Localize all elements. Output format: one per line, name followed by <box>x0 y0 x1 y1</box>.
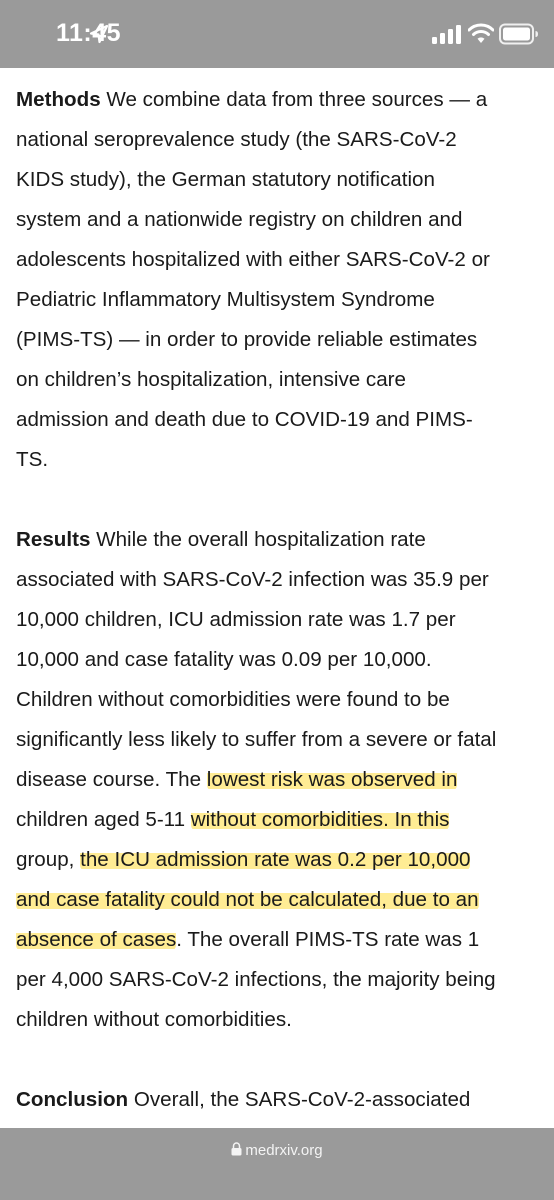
text-line: (PIMS-TS) — in order to provide reliable… <box>16 328 478 351</box>
url-display[interactable]: medrxiv.org <box>0 1142 554 1160</box>
text-line: children aged 5-11 without comorbidities… <box>16 808 450 831</box>
status-bar: 11:45 <box>0 0 554 68</box>
text-line: and case fatality could not be calculate… <box>16 880 542 920</box>
text-line: per 4,000 SARS-CoV-2 infections, the maj… <box>16 968 496 991</box>
text-line: disease course. The lowest risk was obse… <box>16 768 458 791</box>
text-line: Methods We combine data from three sourc… <box>16 88 488 111</box>
text-line: absence of cases. The overall PIMS-TS ra… <box>16 928 480 951</box>
results-heading: Results <box>16 528 91 551</box>
text-line: associated with SARS-CoV-2 infection was… <box>16 568 489 591</box>
text-line: children without comorbidities. <box>16 1008 292 1031</box>
text-line: adolescents hospitalized with either SAR… <box>16 248 490 271</box>
highlighted-text: lowest risk was observed in <box>206 768 458 791</box>
text-line: system and a nationwide registry on chil… <box>16 208 463 231</box>
text-line: national seroprevalence study (the SARS-… <box>16 128 457 151</box>
article-abstract: Methods We combine data from three sourc… <box>16 80 542 1160</box>
highlighted-text: the ICU admission rate was 0.2 per 10,00… <box>80 848 471 871</box>
results-paragraph: Results While the overall hospitalizatio… <box>16 520 542 1040</box>
text-line: admission and death due to COVID-19 and … <box>16 408 473 431</box>
text-line: Pediatric Inflammatory Multisystem Syndr… <box>16 288 435 311</box>
text-line: KIDS study), the German statutory notifi… <box>16 168 435 191</box>
location-arrow-icon <box>89 24 109 44</box>
highlighted-text: absence of cases <box>16 928 177 951</box>
highlighted-text: without comorbidities. In this <box>190 808 450 831</box>
cellular-signal-icon <box>432 25 461 44</box>
text-line: significantly less likely to suffer from… <box>16 728 497 751</box>
status-time: 11:45 <box>56 19 122 47</box>
text-line: 10,000 children, ICU admission rate was … <box>16 608 456 631</box>
methods-heading: Methods <box>16 88 101 111</box>
highlighted-text: and case fatality could not be calculate… <box>16 888 479 911</box>
text-line: 10,000 and case fatality was 0.09 per 10… <box>16 648 432 671</box>
browser-url-bar[interactable]: medrxiv.org <box>0 1128 554 1200</box>
url-domain: medrxiv.org <box>245 1142 323 1159</box>
lock-icon <box>231 1142 242 1156</box>
text-line: Children without comorbidities were foun… <box>16 688 450 711</box>
wifi-icon <box>468 23 494 43</box>
text-line: TS. <box>16 448 49 471</box>
text-line: Conclusion Overall, the SARS-CoV-2-assoc… <box>16 1088 471 1111</box>
conclusion-heading: Conclusion <box>16 1088 129 1111</box>
text-line: on children’s hospitalization, intensive… <box>16 368 406 391</box>
battery-icon <box>499 23 538 45</box>
methods-paragraph: Methods We combine data from three sourc… <box>16 80 542 480</box>
text-line: Results While the overall hospitalizatio… <box>16 528 426 551</box>
text-line: group, the ICU admission rate was 0.2 pe… <box>16 848 471 871</box>
